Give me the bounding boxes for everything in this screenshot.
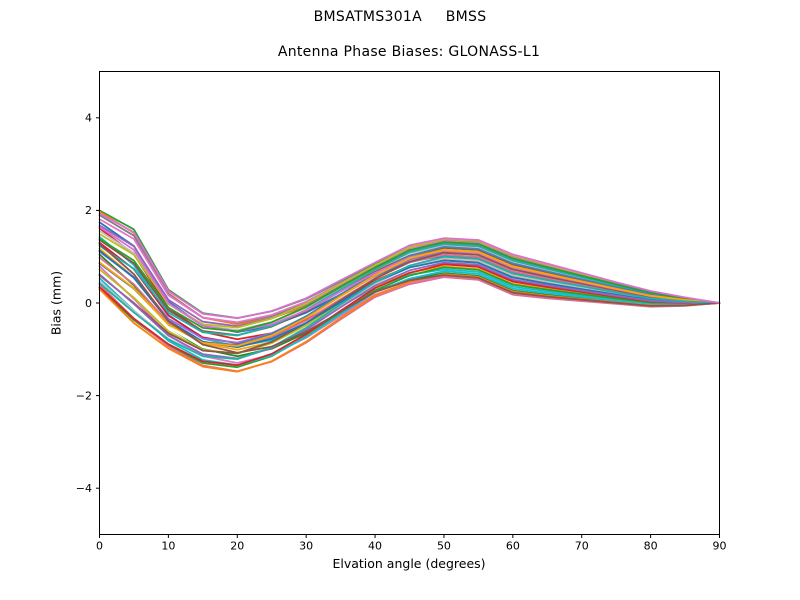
x-tick-label: 0 bbox=[96, 540, 103, 553]
series-line-line-36 bbox=[98, 212, 721, 320]
series-line-line-22 bbox=[98, 266, 721, 369]
x-tick-label: 50 bbox=[437, 540, 451, 553]
x-tick-label: 70 bbox=[575, 540, 589, 553]
series-line-line-13 bbox=[98, 243, 721, 337]
x-tick-label: 90 bbox=[713, 540, 727, 553]
x-tick-label: 80 bbox=[644, 540, 658, 553]
series-line-line-26 bbox=[98, 276, 721, 373]
series-line-line-35 bbox=[98, 242, 721, 354]
y-tick-label: −4 bbox=[76, 482, 92, 495]
series-line-line-33 bbox=[98, 261, 721, 360]
x-axis-label: Elvation angle (degrees) bbox=[332, 556, 486, 571]
x-tick-label: 20 bbox=[230, 540, 244, 553]
y-tick-label: 4 bbox=[85, 112, 92, 125]
y-axis-label: Bias (mm) bbox=[48, 270, 64, 336]
series-line-line-23 bbox=[98, 251, 721, 355]
x-tick-label: 40 bbox=[368, 540, 382, 553]
series-line-line-24 bbox=[98, 270, 721, 367]
series-line-line-34 bbox=[98, 255, 721, 360]
series-line-line-32 bbox=[98, 248, 721, 347]
x-tick-label: 60 bbox=[506, 540, 520, 553]
series-line-line-31 bbox=[98, 249, 721, 349]
y-tick-label: 0 bbox=[85, 297, 92, 310]
x-tick-label: 10 bbox=[161, 540, 175, 553]
series-line-line-30 bbox=[98, 237, 721, 333]
figure-suptitle: BMSATMS301A BMSS bbox=[313, 9, 487, 25]
y-tick-label: −2 bbox=[76, 389, 92, 402]
plot-title: Antenna Phase Biases: GLONASS-L1 bbox=[277, 44, 541, 60]
x-tick-label: 30 bbox=[299, 540, 313, 553]
series-line-line-27 bbox=[98, 263, 721, 367]
y-tick-label: 2 bbox=[85, 204, 92, 217]
